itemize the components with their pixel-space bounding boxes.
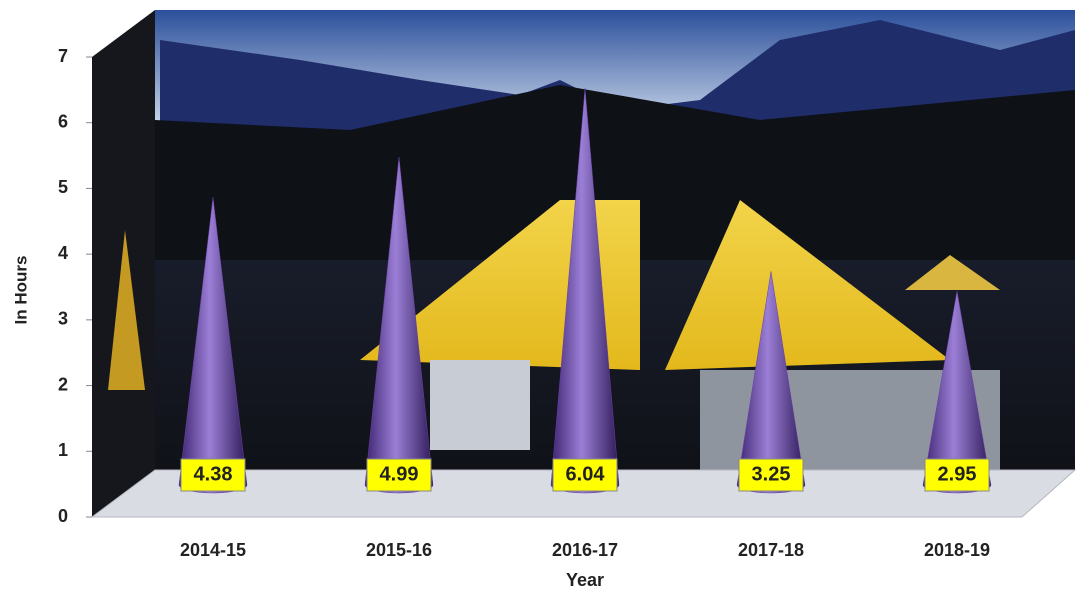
y-tick-label: 1	[58, 440, 68, 460]
x-tick-label: 2016-17	[552, 540, 618, 560]
x-tick-label: 2017-18	[738, 540, 804, 560]
y-tick-label: 2	[58, 374, 68, 394]
value-label-box	[552, 458, 618, 492]
y-tick-label: 4	[58, 243, 68, 263]
value-label: 3.25	[752, 463, 791, 485]
value-label-box	[924, 458, 990, 492]
value-label: 4.99	[380, 463, 419, 485]
floor	[90, 469, 1077, 518]
value-label: 6.04	[566, 463, 606, 485]
x-tick-label: 2015-16	[366, 540, 432, 560]
value-label: 4.38	[194, 463, 233, 485]
x-axis-label: Year	[566, 570, 604, 590]
value-label-box	[180, 458, 246, 492]
y-tick-label: 0	[58, 506, 68, 526]
y-tick-label: 3	[58, 309, 68, 329]
value-label-box	[366, 458, 432, 492]
value-label: 2.95	[938, 463, 977, 485]
y-axis-label: In Hours	[11, 256, 30, 325]
x-tick-label: 2018-19	[924, 540, 990, 560]
value-label-box	[738, 458, 804, 492]
x-tick-label: 2014-15	[180, 540, 246, 560]
y-tick-label: 5	[58, 177, 68, 197]
y-tick-label: 7	[58, 46, 68, 66]
y-tick-label: 6	[58, 111, 68, 131]
